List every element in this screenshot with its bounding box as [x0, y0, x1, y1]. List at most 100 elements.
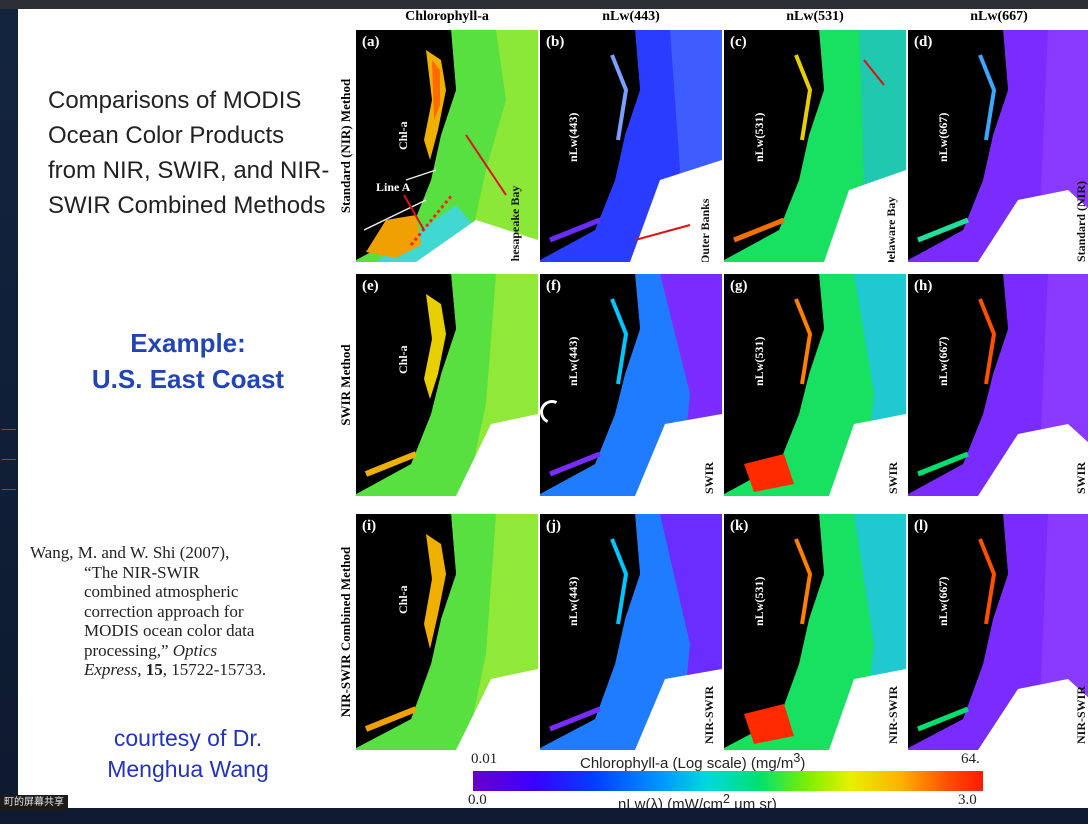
panel-label: (a) — [362, 34, 380, 50]
courtesy-line-2: Menghua Wang — [107, 756, 269, 782]
method-tag: SWIR — [702, 461, 716, 494]
nlw-max-label: 3.0 — [958, 792, 977, 808]
annotation-line-a: Line A — [376, 180, 411, 194]
panel-j-nlw443: (j) nLw(443) NIR-SWIR — [540, 514, 722, 750]
variable-label: Chl-a — [396, 121, 410, 150]
method-tag: SWIR — [1074, 461, 1088, 494]
variable-label: nLw(443) — [566, 576, 580, 626]
citation-line: processing,” Optics — [30, 641, 330, 661]
panel-h-nlw667: (h) nLw(667) SWIR — [908, 274, 1088, 496]
citation-line: combined atmospheric — [84, 582, 239, 601]
colorbar — [473, 771, 983, 791]
panel-label: (l) — [914, 518, 929, 534]
panel-label: (c) — [730, 34, 747, 50]
citation-volume: 15 — [145, 660, 163, 679]
courtesy-note: courtesy of Dr. Menghua Wang — [48, 723, 328, 785]
nlw531-map — [724, 514, 906, 750]
row-label-combined: NIR-SWIR Combined Method — [336, 514, 356, 750]
column-heading-nlw667: nLw(667) — [970, 9, 1028, 24]
row-label-text: SWIR Method — [338, 344, 353, 426]
variable-label: nLw(443) — [566, 336, 580, 386]
chlorophyll-map — [356, 514, 538, 750]
method-tag: NIR-SWIR — [1074, 685, 1088, 744]
unit-superscript: 2 — [723, 792, 730, 806]
variable-label: nLw(667) — [936, 112, 950, 162]
nlw667-map — [908, 30, 1088, 262]
chlorophyll-map — [356, 30, 538, 262]
panel-label: (h) — [914, 278, 933, 294]
citation-line: MODIS ocean color data — [84, 621, 255, 640]
slide-title: Comparisons of MODIS Ocean Color Product… — [48, 87, 330, 219]
nlw443-map — [540, 514, 722, 750]
unit-superscript: 3 — [793, 751, 801, 765]
variable-label: nLw(531) — [752, 576, 766, 626]
panel-e-chlorophyll: (e) Chl-a — [356, 274, 538, 496]
panel-k-nlw531: (k) nLw(531) NIR-SWIR — [724, 514, 906, 750]
panel-label: (b) — [546, 34, 565, 50]
chlorophyll-max-label: 64. — [961, 751, 980, 767]
screen-share-indicator[interactable]: 町的屏幕共享 — [0, 795, 68, 811]
nlw531-map — [724, 274, 906, 496]
chlorophyll-min-label: 0.01 — [471, 751, 498, 767]
variable-label: Chl-a — [396, 585, 410, 614]
column-heading-chlorophyll: Chlorophyll-a — [405, 9, 489, 24]
citation-line: “The NIR-SWIR — [84, 562, 200, 582]
variable-label: Chl-a — [396, 345, 410, 374]
nlw531-map — [724, 30, 906, 262]
citation-journal: Express, — [84, 660, 142, 679]
example-line-2: U.S. East Coast — [91, 364, 285, 394]
panel-a-chlorophyll: (a) Chl-a Line A Chesapeake Bay — [356, 30, 538, 262]
panel-label: (j) — [546, 518, 561, 534]
citation: Wang, M. and W. Shi (2007), “The NIR-SWI… — [30, 543, 330, 680]
background-line — [2, 429, 16, 430]
variable-label: nLw(443) — [566, 112, 580, 162]
variable-label: nLw(667) — [936, 576, 950, 626]
nlw667-map — [908, 274, 1088, 496]
row-label-standard: Standard (NIR) Method — [336, 30, 356, 262]
row-label-text: Standard (NIR) Method — [338, 78, 353, 214]
chlorophyll-map — [356, 274, 538, 496]
background-line — [2, 459, 16, 460]
method-tag: SWIR — [886, 461, 900, 494]
panel-g-nlw531: (g) nLw(531) SWIR — [724, 274, 906, 496]
panel-b-nlw443: (b) nLw(443) Outer Banks — [540, 30, 722, 262]
citation-text: processing,” — [84, 640, 173, 660]
panel-label: (g) — [730, 278, 748, 294]
panel-c-nlw531: (c) nLw(531) Delaware Bay — [724, 30, 906, 262]
citation-line: Wang, M. and W. Shi (2007), — [30, 543, 230, 562]
example-line-1: Example: — [130, 328, 246, 358]
panel-d-nlw667: (d) nLw(667) Standard (NIR) — [908, 30, 1088, 262]
method-tag: NIR-SWIR — [702, 685, 716, 744]
row-label-text: NIR-SWIR Combined Method — [338, 546, 353, 718]
citation-line: correction approach for — [84, 601, 244, 621]
panel-label: (f) — [546, 278, 561, 294]
example-heading: Example: U.S. East Coast — [38, 325, 338, 397]
panel-label: (i) — [362, 518, 377, 534]
desktop-background-bottom — [0, 808, 1088, 824]
nlw443-map — [540, 274, 722, 496]
nlw-min-label: 0.0 — [468, 792, 487, 808]
citation-line: Express, 15, 15722-15733. — [30, 660, 330, 680]
panel-i-chlorophyll: (i) Chl-a — [356, 514, 538, 750]
nlw443-map — [540, 30, 722, 262]
courtesy-line-1: courtesy of Dr. — [113, 725, 263, 751]
panel-label: (k) — [730, 518, 749, 534]
chlorophyll-scale-label: Chlorophyll-a (Log scale) (mg/m3) — [580, 751, 806, 772]
nlw667-map — [908, 514, 1088, 750]
panel-f-nlw443: (f) nLw(443) SWIR — [540, 274, 722, 496]
background-line — [2, 489, 16, 490]
panel-l-nlw667: (l) nLw(667) NIR-SWIR — [908, 514, 1088, 750]
citation-pages: , 15722-15733. — [162, 660, 267, 679]
variable-label: nLw(531) — [752, 336, 766, 386]
row-label-swir: SWIR Method — [336, 274, 356, 496]
panel-label: (d) — [914, 34, 933, 50]
method-tag: NIR-SWIR — [886, 685, 900, 744]
panel-label: (e) — [362, 278, 379, 294]
presentation-slide: Comparisons of MODIS Ocean Color Product… — [18, 9, 1088, 813]
desktop-background-left — [0, 9, 18, 809]
variable-label: nLw(531) — [752, 112, 766, 162]
variable-label: nLw(667) — [936, 336, 950, 386]
top-window-bar — [0, 0, 1088, 9]
column-heading-nlw443: nLw(443) — [602, 9, 660, 24]
citation-journal: Optics — [172, 640, 218, 660]
